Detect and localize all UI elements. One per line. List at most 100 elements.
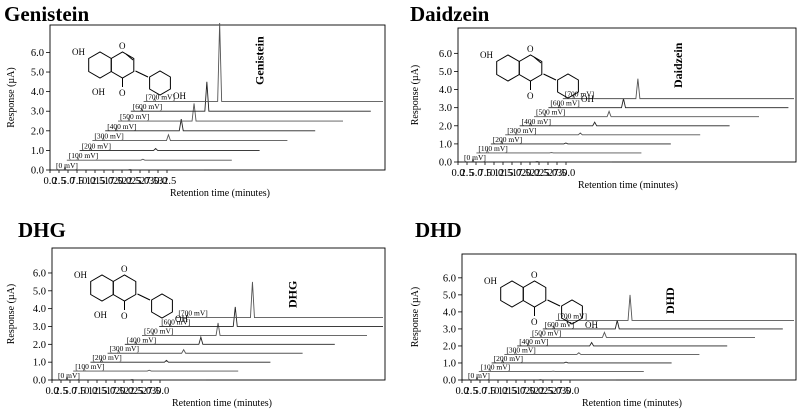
solvent-blip — [558, 103, 561, 108]
phenyl-bond — [137, 293, 151, 301]
channel-trace: [0 mV] — [462, 153, 612, 163]
channel-line — [534, 109, 759, 118]
channel-line — [562, 78, 794, 100]
solvent-blip — [572, 94, 576, 99]
x-tick-label: 12.5 — [498, 386, 516, 397]
x-tick-label: 25.0 — [131, 176, 149, 187]
solvent-blip — [565, 316, 568, 321]
chemical-structure: OH O O OH — [484, 270, 598, 330]
solvent-blip — [151, 331, 155, 336]
channel-trace: [100 mV] — [476, 144, 642, 154]
compound-label: DHD — [663, 287, 677, 314]
x-tick-label: 30.0 — [557, 168, 575, 179]
chromatogram-chart: 0.01.02.03.04.05.06.00.02.55.07.510.012.… — [410, 27, 797, 191]
channel-line — [73, 369, 239, 372]
ring-a — [496, 54, 520, 82]
channel-line — [143, 23, 383, 102]
y-tick-label: 3.0 — [31, 107, 44, 118]
x-tick-label: 10.0 — [79, 386, 97, 397]
channel-trace: [0 mV] — [466, 371, 616, 381]
ring-b — [149, 70, 171, 96]
solvent-blip — [543, 112, 547, 117]
x-tick-label: 17.5 — [104, 176, 122, 187]
channel-label: [700 mV] — [146, 92, 175, 101]
y-tick-label: 1.0 — [443, 358, 456, 369]
channel-line — [90, 359, 271, 363]
channel-label: [400 mV] — [127, 335, 156, 344]
y-tick-label: 6.0 — [443, 273, 456, 284]
x-tick-label: 10.0 — [485, 168, 503, 179]
solvent-blip — [552, 324, 556, 330]
ring-c — [518, 54, 543, 82]
x-tick-label: 2.5 — [460, 168, 473, 179]
channel-line — [105, 118, 316, 132]
channel-label: [200 mV] — [82, 141, 111, 150]
chromatogram-chart: 0.01.02.03.04.05.06.00.02.55.07.510.012.… — [6, 23, 386, 199]
channel-line — [142, 322, 367, 336]
solvent-blip — [501, 358, 504, 364]
oh-label: OH — [585, 320, 598, 330]
channel-label: [100 mV] — [478, 144, 507, 153]
channel-line — [505, 132, 701, 136]
y-tick-label: 6.0 — [31, 48, 44, 59]
chemical-structure: OH O O OH — [480, 44, 594, 104]
solvent-blip — [102, 136, 105, 141]
plot-frame — [49, 24, 386, 171]
y-tick-label: 1.0 — [33, 358, 46, 369]
x-axis-label: Retention time (minutes) — [578, 180, 678, 191]
phenyl-bond — [135, 70, 149, 78]
x-axis-label: Retention time (minutes) — [172, 398, 272, 409]
oh-label: OH — [74, 270, 87, 280]
y-tick-label: 3.0 — [439, 103, 452, 114]
solvent-blip — [539, 333, 543, 338]
channel-trace: [700 mV] — [176, 281, 383, 319]
solvent-blip — [168, 322, 172, 327]
channel-trace: [0 mV] — [54, 161, 204, 171]
x-tick-label: 10.0 — [77, 176, 95, 187]
x-tick-label: 32.5 — [158, 176, 176, 187]
x-tick-label: 0.0 — [43, 176, 56, 187]
ring-oxygen-label: O — [527, 44, 534, 54]
channel-line — [176, 281, 383, 319]
x-tick-label: 0.0 — [45, 386, 58, 397]
x-tick-label: 20.0 — [115, 386, 133, 397]
y-tick-label: 4.0 — [31, 87, 44, 98]
channel-label: [700 mV] — [178, 309, 207, 318]
x-tick-label: 15.0 — [97, 386, 115, 397]
x-tick-label: 20.0 — [113, 176, 131, 187]
x-tick-label: 5.0 — [63, 386, 76, 397]
channel-label: [100 mV] — [481, 362, 510, 371]
channel-label: [0 mV] — [58, 371, 80, 380]
channel-line — [118, 103, 343, 122]
channel-label: [500 mV] — [536, 108, 565, 117]
x-tick-label: 2.5 — [54, 386, 67, 397]
y-tick-label: 5.0 — [31, 68, 44, 79]
solvent-blip — [89, 146, 92, 151]
ring-a — [90, 274, 114, 302]
solvent-blip — [63, 165, 67, 171]
channel-trace: [300 mV] — [92, 132, 288, 142]
oh-label: OH — [92, 87, 105, 97]
x-tick-label: 7.5 — [482, 386, 495, 397]
x-tick-label: 30.0 — [561, 386, 579, 397]
ring-b — [557, 73, 579, 99]
x-tick-label: 5.0 — [61, 176, 74, 187]
chromatogram-chart: 0.01.02.03.04.05.06.00.02.55.07.510.012.… — [410, 253, 797, 409]
compound-label: DHG — [285, 281, 299, 308]
x-tick-label: 30.0 — [149, 176, 167, 187]
y-tick-label: 2.0 — [33, 340, 46, 351]
x-tick-label: 5.0 — [473, 386, 486, 397]
y-axis-label: Response (µA) — [410, 287, 421, 347]
x-tick-label: 5.0 — [469, 168, 482, 179]
phenyl-bond — [547, 299, 561, 307]
solvent-blip — [76, 156, 80, 161]
channel-trace: [700 mV] — [562, 78, 794, 100]
oh-label: OH — [94, 310, 107, 320]
x-tick-label: 17.5 — [516, 386, 534, 397]
channel-trace: [600 mV] — [542, 320, 783, 330]
y-tick-label: 1.0 — [31, 146, 44, 157]
y-tick-label: 6.0 — [439, 49, 452, 60]
x-tick-label: 30.0 — [151, 386, 169, 397]
channel-label: [300 mV] — [507, 126, 536, 135]
x-tick-label: 17.5 — [106, 386, 124, 397]
